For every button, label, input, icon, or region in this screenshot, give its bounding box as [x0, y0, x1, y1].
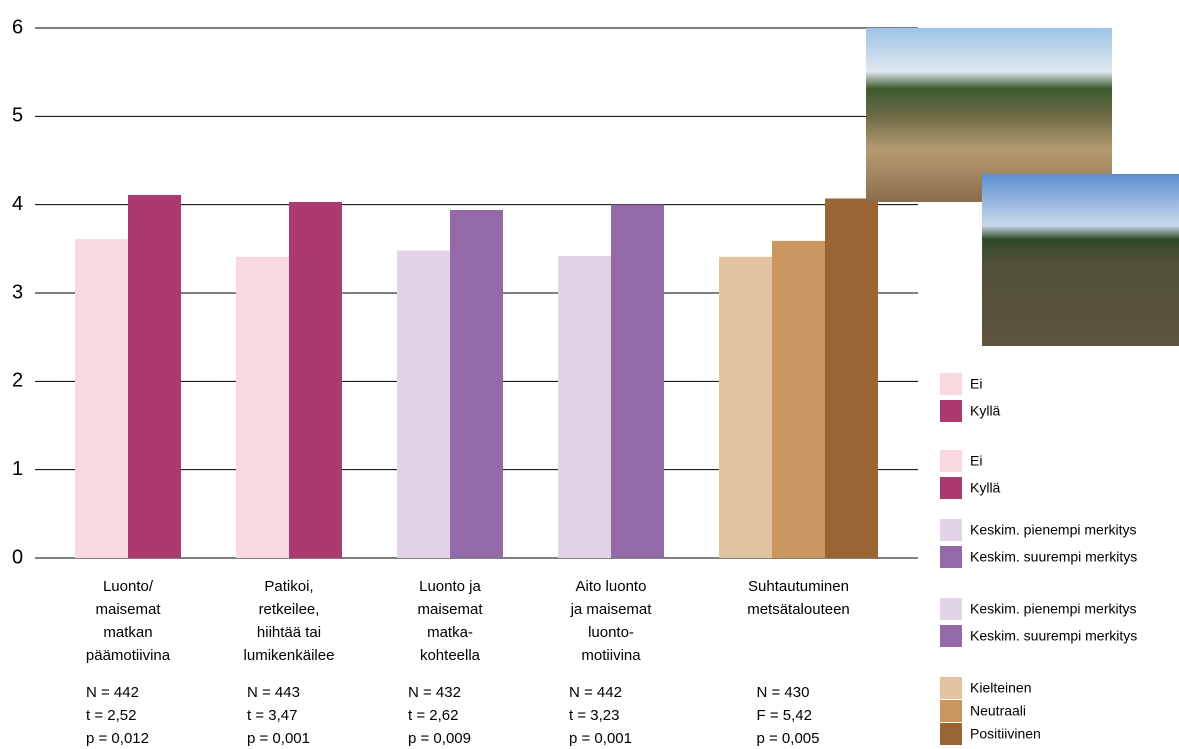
category-label: luonto- [588, 624, 634, 641]
category-label: matkan [103, 624, 152, 641]
legend-label: Kyllä [970, 480, 1001, 496]
category-label: ja maisemat [570, 601, 653, 618]
group-statistic: N = 443 [247, 684, 300, 701]
group-statistic: N = 442 [569, 684, 622, 701]
group-statistic: N = 442 [86, 684, 139, 701]
legend-swatch [940, 400, 962, 422]
y-tick-label: 4 [12, 193, 23, 215]
group-statistic: p = 0,001 [247, 730, 310, 747]
legend-label: Positiivinen [970, 726, 1041, 742]
bar [289, 202, 342, 558]
group-statistic: t = 3,47 [247, 707, 297, 724]
legend-label: Ei [970, 376, 982, 392]
legend-swatch [940, 677, 962, 699]
bar [236, 256, 289, 558]
legend-swatch [940, 450, 962, 472]
y-tick-label: 6 [12, 16, 23, 38]
category-label: Aito luonto [576, 578, 647, 595]
category-label: Luonto ja [419, 578, 481, 595]
photo-clearcut [982, 174, 1179, 346]
legend-label: Keskim. pienempi merkitys [970, 601, 1137, 617]
category-label: metsätalouteen [747, 601, 850, 618]
category-label: maisemat [417, 601, 483, 618]
group-statistic: p = 0,009 [408, 730, 471, 747]
legend-swatch [940, 598, 962, 620]
y-tick-label: 5 [12, 105, 23, 127]
group-statistic: N = 432 [408, 684, 461, 701]
category-label: motiivina [581, 647, 641, 664]
bar [450, 209, 503, 558]
bar [128, 194, 181, 558]
bar [719, 256, 772, 558]
legend-swatch [940, 625, 962, 647]
legend-swatch [940, 477, 962, 499]
category-label: Suhtautuminen [748, 578, 849, 595]
bar [75, 239, 128, 558]
category-label: Patikoi, [264, 578, 313, 595]
legend-label: Keskim. suurempi merkitys [970, 549, 1137, 565]
category-label: hiihtää tai [257, 624, 321, 641]
legend-swatch [940, 700, 962, 722]
bar [558, 255, 611, 558]
category-label: Luonto/ [103, 578, 154, 595]
bar [772, 240, 825, 558]
y-tick-label: 1 [12, 458, 23, 480]
legend-swatch [940, 723, 962, 745]
legend-swatch [940, 373, 962, 395]
bar [397, 250, 450, 558]
group-statistic: p = 0,001 [569, 730, 632, 747]
y-tick-label: 2 [12, 370, 23, 392]
group-statistic: F = 5,42 [757, 707, 812, 724]
category-label: matka- [427, 624, 473, 641]
legend-label: Kyllä [970, 403, 1001, 419]
legend-label: Keskim. pienempi merkitys [970, 522, 1137, 538]
photo-clearcut [866, 28, 1112, 202]
category-label: lumikenkäilee [244, 647, 335, 664]
group-statistic: p = 0,012 [86, 730, 149, 747]
legend-label: Keskim. suurempi merkitys [970, 628, 1137, 644]
y-tick-label: 3 [12, 281, 23, 303]
group-statistic: t = 2,52 [86, 707, 136, 724]
legend-label: Neutraali [970, 703, 1026, 719]
bar [825, 198, 878, 558]
legend-label: Ei [970, 453, 982, 469]
category-label: päämotiivina [86, 647, 171, 664]
legend-swatch [940, 519, 962, 541]
group-statistic: t = 3,23 [569, 707, 619, 724]
group-statistic: N = 430 [757, 684, 810, 701]
legend-swatch [940, 546, 962, 568]
category-label: retkeilee, [259, 601, 320, 618]
bar [611, 204, 664, 558]
category-label: kohteella [420, 647, 481, 664]
group-statistic: t = 2,62 [408, 707, 458, 724]
y-tick-label: 0 [12, 546, 23, 568]
group-statistic: p = 0,005 [757, 730, 820, 747]
category-label: maisemat [95, 601, 161, 618]
legend-label: Kielteinen [970, 680, 1032, 696]
